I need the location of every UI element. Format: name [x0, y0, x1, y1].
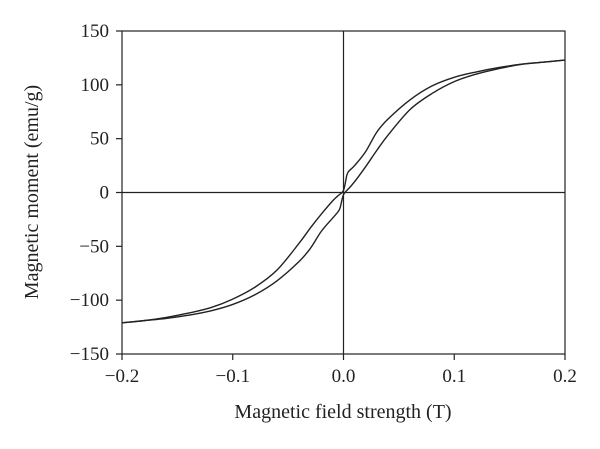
- y-tick-label: −50: [79, 236, 109, 257]
- y-tick-label: −100: [70, 290, 109, 311]
- x-tick-label: −0.1: [216, 366, 250, 387]
- y-tick-label: 100: [81, 75, 110, 96]
- x-tick-label: 0.2: [553, 366, 577, 387]
- x-tick-label: 0.0: [332, 366, 356, 387]
- series-line-1: [121, 59, 566, 324]
- y-tick-label: −150: [70, 344, 109, 365]
- x-tick-label: −0.2: [105, 366, 139, 387]
- series-line-2: [121, 59, 566, 324]
- x-axis-label: Magnetic field strength (T): [234, 401, 451, 423]
- axis-ticks: [116, 30, 566, 360]
- x-tick-label: 0.1: [442, 366, 466, 387]
- y-tick-label: 150: [81, 21, 110, 42]
- data-series: [121, 59, 566, 324]
- y-tick-label: 50: [90, 129, 109, 150]
- y-axis-label: Magnetic moment (emu/g): [21, 85, 43, 299]
- zero-lines: [122, 31, 565, 354]
- tick-labels: −0.2 −0.1 0.0 0.1 0.2 150 100 50 0 −50 −100 −150: [70, 21, 577, 387]
- y-tick-label: 0: [100, 183, 110, 204]
